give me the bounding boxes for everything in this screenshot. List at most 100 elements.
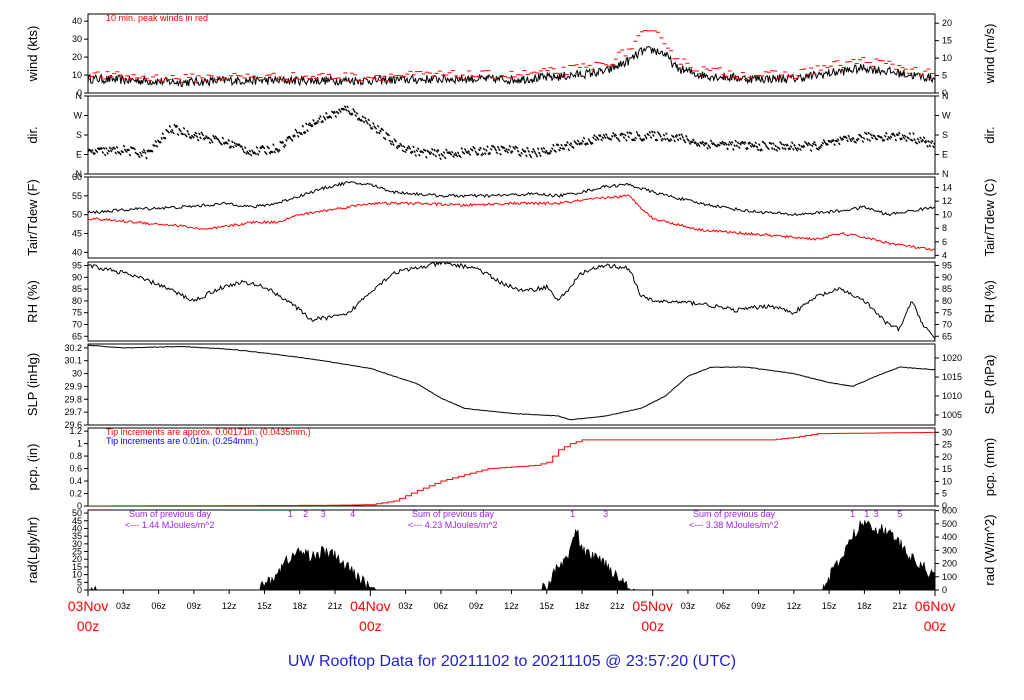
direction-mark — [653, 130, 656, 134]
x-tick-label: 09z — [469, 601, 484, 611]
direction-mark — [154, 140, 158, 143]
x-tick-label: 09z — [187, 601, 202, 611]
direction-mark — [722, 143, 726, 146]
sensor-mark-label: 1 — [864, 509, 869, 519]
direction-mark — [321, 119, 325, 123]
direction-mark — [905, 139, 908, 142]
annotations-layer: 10 min. peak winds in red Tip increments… — [106, 13, 902, 530]
direction-mark — [867, 131, 871, 135]
direction-mark — [870, 136, 874, 140]
y-tick-label-left: 30 — [72, 34, 82, 44]
series-group — [88, 30, 935, 88]
y-tick-label-right: 0 — [942, 88, 947, 98]
direction-mark — [516, 149, 520, 153]
direction-mark — [353, 110, 356, 113]
direction-mark — [278, 148, 281, 152]
direction-mark — [352, 108, 355, 111]
direction-mark — [446, 151, 449, 155]
y-axis-label-right: pcp. (mm) — [982, 438, 997, 497]
direction-mark — [657, 132, 661, 136]
direction-mark — [98, 147, 101, 151]
direction-mark — [515, 146, 519, 150]
y-tick-label-left: 29.7 — [64, 407, 82, 417]
direction-mark — [548, 151, 552, 155]
direction-mark — [368, 123, 372, 127]
direction-mark — [893, 134, 896, 138]
direction-mark — [356, 118, 360, 121]
direction-mark — [732, 148, 735, 151]
direction-mark — [866, 138, 869, 141]
x-tick-label: 15z — [257, 601, 272, 611]
direction-mark — [223, 141, 227, 145]
direction-mark — [852, 136, 855, 140]
x-tick-label: 06z — [716, 601, 731, 611]
direction-mark — [650, 130, 654, 134]
direction-mark — [526, 146, 529, 150]
direction-mark — [346, 105, 349, 109]
y-tick-label-left: 30 — [72, 539, 82, 549]
direction-mark — [834, 139, 838, 143]
direction-mark — [497, 148, 501, 152]
x-axis: 03z 06z 09z 12z 15z 18z 21z 03z 06z 09z 12z 15z 18z 2… — [68, 590, 955, 634]
x-tick-label: 18z — [575, 601, 590, 611]
direction-mark — [730, 140, 734, 144]
sun-sum-title-2: Sum of previous day — [412, 509, 495, 519]
direction-mark — [534, 152, 538, 156]
direction-mark — [592, 136, 595, 140]
direction-mark — [122, 144, 126, 148]
direction-mark — [809, 149, 813, 152]
direction-mark — [347, 109, 351, 113]
direction-mark — [188, 136, 192, 139]
direction-mark — [388, 139, 392, 143]
x-tick-label: 12z — [504, 601, 519, 611]
y-tick-label-right: S — [942, 130, 948, 140]
direction-mark — [572, 146, 575, 149]
direction-mark — [555, 143, 559, 147]
direction-mark — [290, 138, 294, 142]
x-tick-label: 12z — [787, 601, 802, 611]
direction-mark — [697, 144, 701, 148]
direction-mark — [643, 134, 647, 138]
direction-mark — [661, 137, 665, 141]
direction-mark — [808, 142, 812, 146]
direction-mark — [229, 145, 233, 148]
direction-mark — [242, 150, 246, 154]
direction-mark — [174, 125, 178, 129]
direction-mark — [865, 132, 868, 136]
y-tick-label-left: 1 — [77, 439, 82, 449]
direction-mark — [360, 118, 363, 122]
direction-mark — [340, 107, 343, 111]
direction-mark — [414, 154, 418, 157]
direction-mark — [596, 137, 600, 141]
direction-mark — [195, 135, 199, 138]
direction-mark — [92, 152, 95, 156]
direction-mark — [394, 139, 398, 143]
direction-mark — [529, 155, 533, 159]
direction-mark — [576, 139, 580, 143]
direction-mark — [603, 136, 607, 139]
y-tick-label-right: 75 — [942, 308, 952, 318]
direction-mark — [753, 144, 756, 148]
direction-mark — [208, 141, 212, 145]
y-tick-label-right: 25 — [942, 440, 952, 450]
direction-mark — [455, 154, 459, 158]
direction-mark — [349, 112, 353, 116]
direction-mark — [332, 111, 335, 115]
direction-mark — [114, 151, 118, 155]
direction-mark — [130, 146, 134, 150]
direction-mark — [379, 129, 382, 133]
direction-mark — [325, 111, 328, 115]
direction-mark — [232, 145, 235, 149]
direction-mark — [262, 146, 266, 150]
direction-mark — [269, 150, 273, 154]
direction-mark — [854, 140, 858, 144]
direction-mark — [537, 151, 541, 155]
direction-mark — [309, 124, 313, 128]
direction-mark — [837, 142, 841, 146]
y-tick-label-left: 15 — [72, 562, 82, 572]
direction-mark — [636, 133, 640, 137]
y-axis-label-left: RH (%) — [25, 280, 40, 323]
direction-mark — [350, 112, 354, 116]
direction-mark — [396, 145, 400, 148]
direction-mark — [560, 143, 563, 147]
